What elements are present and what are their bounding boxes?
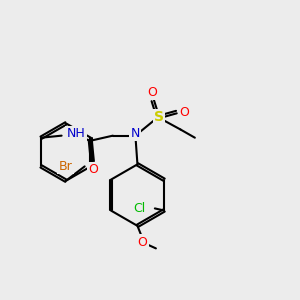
Text: NH: NH <box>67 127 85 140</box>
Text: O: O <box>88 163 98 176</box>
Text: O: O <box>147 86 157 99</box>
Text: S: S <box>154 110 164 124</box>
Text: O: O <box>180 106 190 118</box>
Text: N: N <box>131 127 140 140</box>
Text: Br: Br <box>58 160 72 173</box>
Text: Cl: Cl <box>134 202 146 215</box>
Text: O: O <box>138 236 148 249</box>
